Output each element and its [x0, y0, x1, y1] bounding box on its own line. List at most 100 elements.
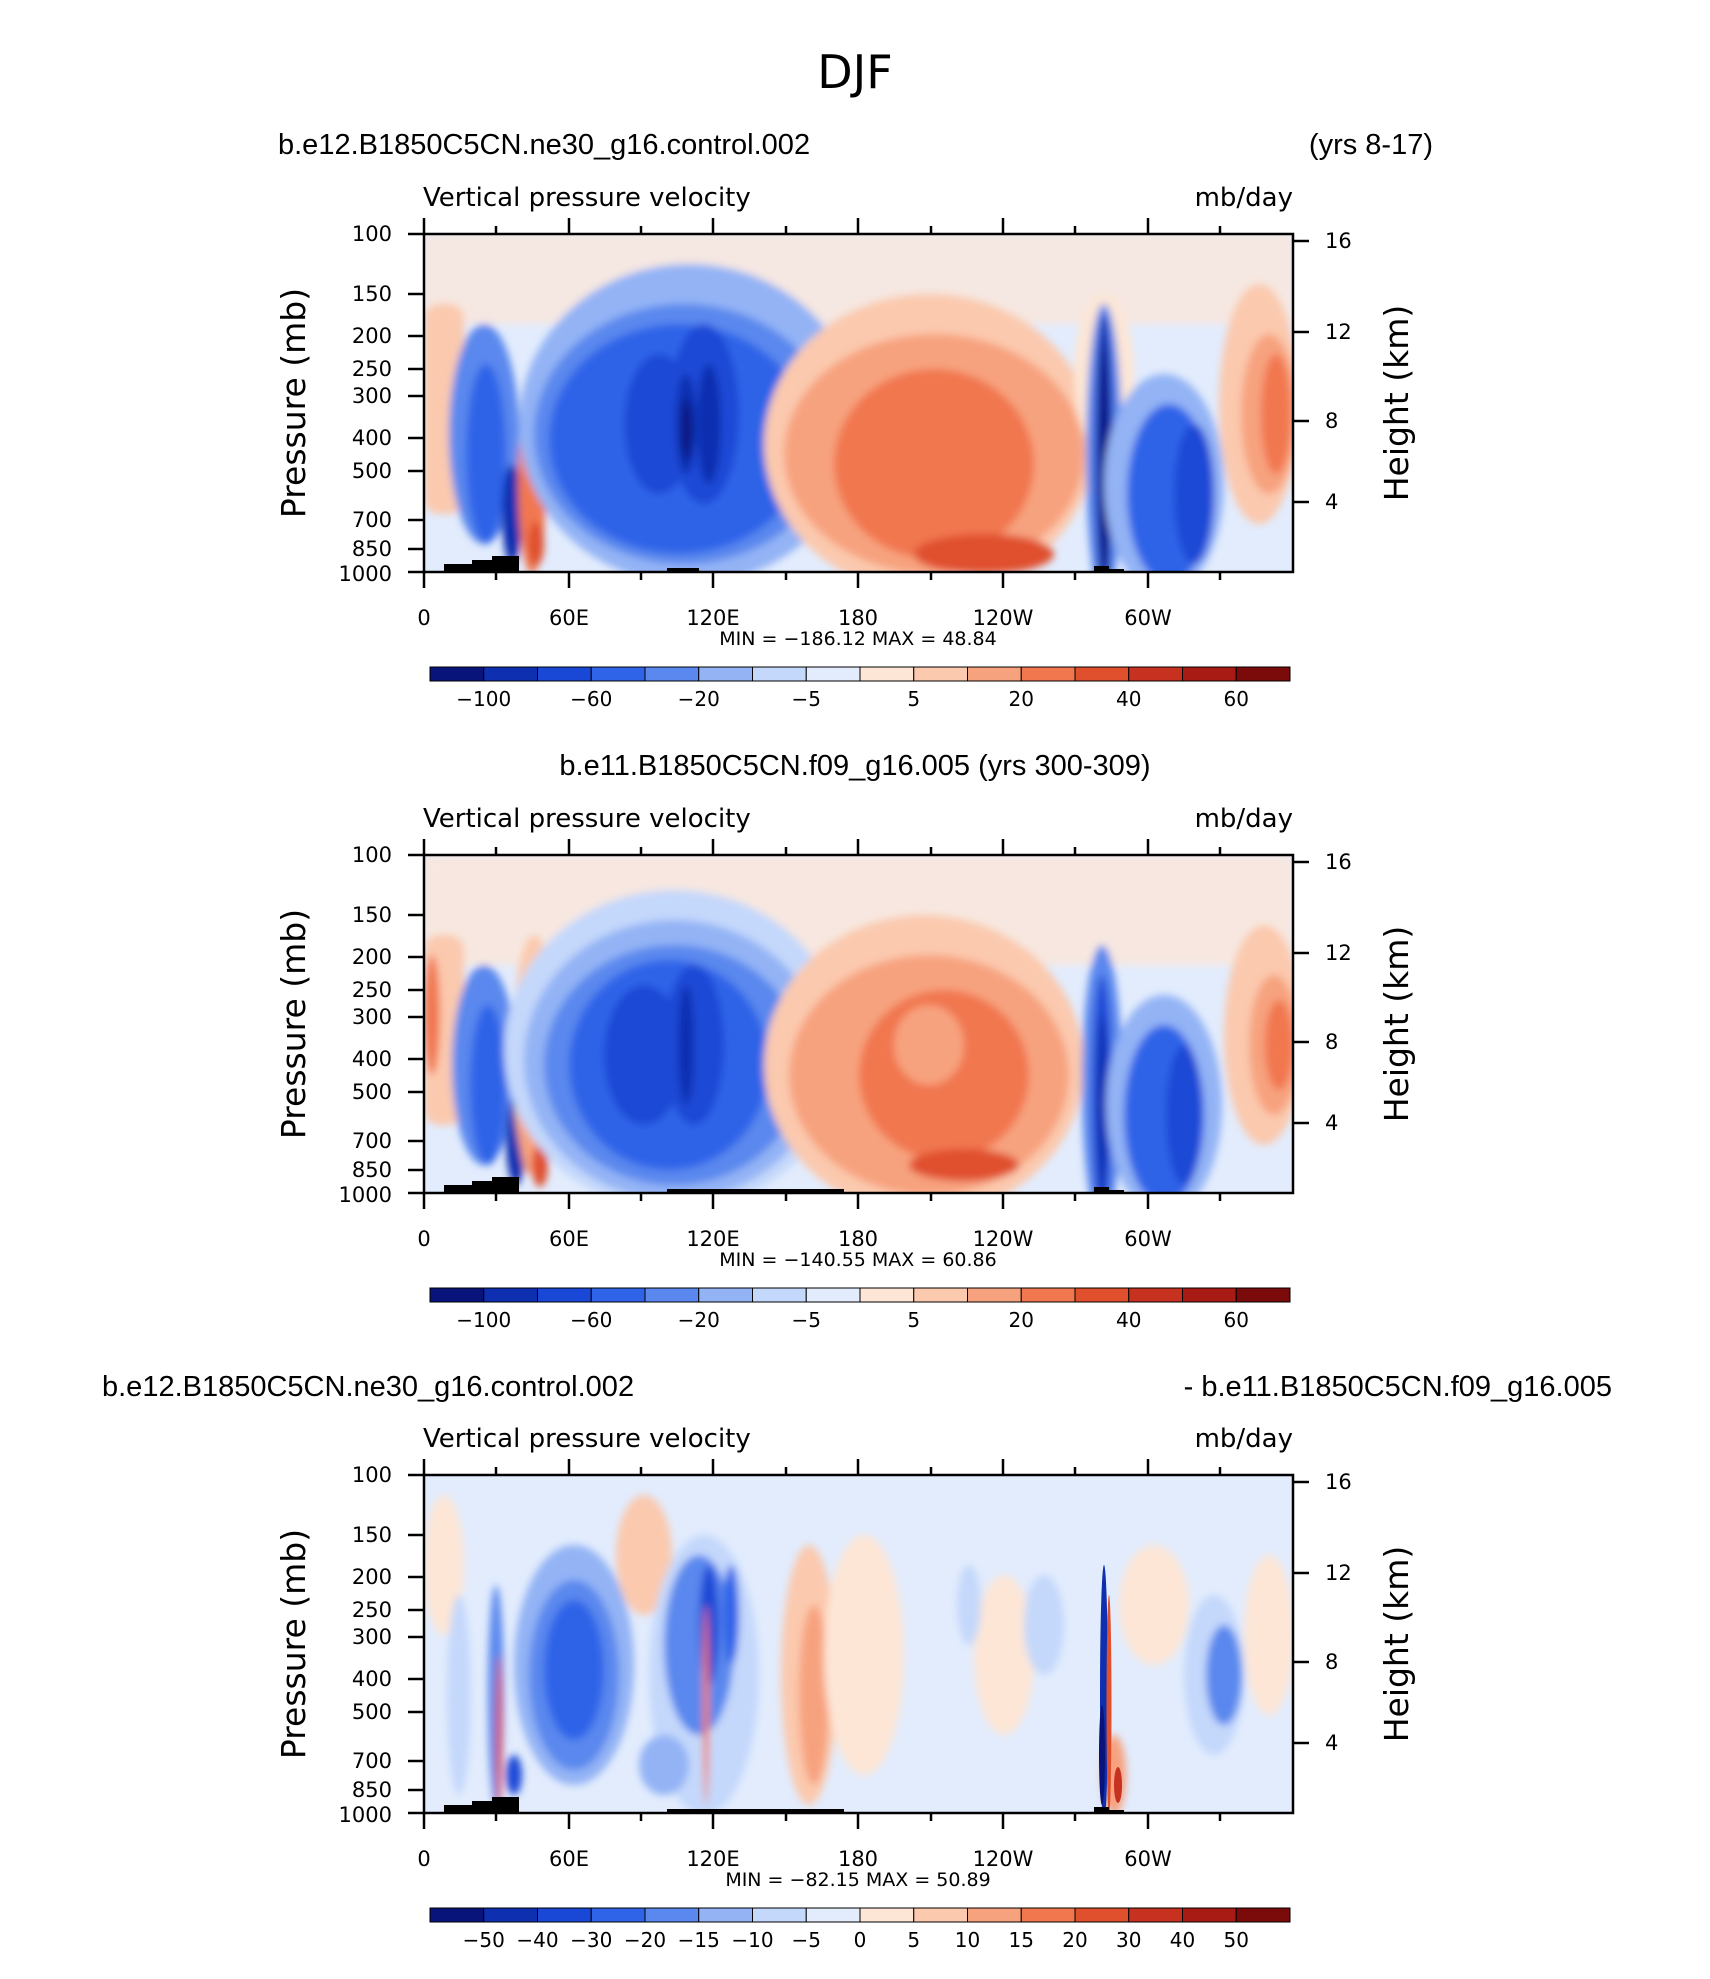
colorbar-label: 60: [1224, 1308, 1249, 1332]
colorbar-label: 40: [1116, 1308, 1141, 1332]
panel-2-contour-field: [422, 853, 1295, 1195]
colorbar-swatch: [752, 666, 807, 682]
colorbar-label: −10: [731, 1928, 773, 1952]
colorbar-swatch: [644, 1287, 700, 1303]
panel-3-ytick: 500: [352, 1700, 392, 1724]
colorbar-label: −5: [792, 1308, 821, 1332]
colorbar-swatch: [537, 666, 592, 682]
colorbar-swatch: [698, 1907, 753, 1923]
panel-1-ytick: 250: [352, 357, 392, 381]
colorbar-swatch: [644, 1907, 700, 1923]
panel-3-subtitle-right: mb/day: [1195, 1424, 1293, 1454]
panel-2-ylabel: Pressure (mb): [274, 909, 313, 1139]
colorbar-label: −60: [570, 1308, 612, 1332]
colorbar-label: 30: [1116, 1928, 1141, 1952]
panel-3-ytick-right: 4: [1325, 1731, 1338, 1755]
panel-1-ytick-right: 16: [1325, 229, 1352, 253]
panel-1-ytick: 850: [352, 537, 392, 561]
colorbar-label: 20: [1062, 1928, 1087, 1952]
panel-1-subtitle-right: mb/day: [1195, 183, 1293, 213]
panel-3-minmax: MIN = −82.15 MAX = 50.89: [725, 1869, 990, 1891]
colorbar-label: 20: [1009, 1308, 1034, 1332]
colorbar-label: 40: [1116, 687, 1141, 711]
panel-2-ytick: 100: [352, 843, 392, 867]
colorbar-swatch: [644, 666, 700, 682]
panel-1-ytick: 1000: [339, 562, 392, 586]
panel-2-ytick-right: 4: [1325, 1111, 1338, 1135]
panel-3-ytick-right: 12: [1325, 1561, 1352, 1585]
colorbar-swatch: [537, 1907, 592, 1923]
panel-3-ytick: 200: [352, 1565, 392, 1589]
panel-3-ytick: 700: [352, 1749, 392, 1773]
panel-3-colorbar: −50 −40 −30 −20 −15 −10 −5 0 5 10 15 20 30 40 50: [429, 1907, 1291, 1952]
panel-1-subtitle-left: Vertical pressure velocity: [423, 183, 751, 213]
colorbar-swatch: [1235, 1287, 1291, 1303]
panel-3-subtitle-left: Vertical pressure velocity: [423, 1424, 751, 1454]
colorbar-swatch: [590, 1907, 646, 1923]
colorbar-swatch: [967, 1287, 1022, 1303]
colorbar-swatch: [590, 1287, 646, 1303]
colorbar-label: 0: [854, 1928, 867, 1952]
panel-3-xtick: 60W: [1124, 1847, 1172, 1871]
panel-2-ytick: 200: [352, 945, 392, 969]
panel-3-ytick-right: 16: [1325, 1470, 1352, 1494]
panel-3-xtick: 0: [417, 1847, 430, 1871]
colorbar-swatch: [1074, 1287, 1130, 1303]
panel-1-title-left: b.e12.B1850C5CN.ne30_g16.control.002: [278, 129, 810, 161]
panel-3-xtick: 120E: [686, 1847, 739, 1871]
colorbar-label: −40: [516, 1928, 558, 1952]
colorbar-swatch: [805, 1907, 861, 1923]
panel-1-xtick: 60W: [1124, 606, 1172, 630]
panel-3-xtick: 60E: [549, 1847, 589, 1871]
panel-2-xtick: 180: [838, 1227, 878, 1251]
colorbar-label: −20: [678, 1308, 720, 1332]
panel-1-ylabel: Pressure (mb): [274, 288, 313, 518]
colorbar-swatch: [1128, 1287, 1183, 1303]
panel-2-subtitle-right: mb/day: [1195, 804, 1293, 834]
panel-2-ylabel-right: Height (km): [1377, 926, 1416, 1123]
panel-2-ytick: 300: [352, 1005, 392, 1029]
panel-3-title-right: - b.e11.B1850C5CN.f09_g16.005: [1184, 1371, 1612, 1403]
colorbar-swatch: [859, 666, 915, 682]
panel-3-ytick: 250: [352, 1598, 392, 1622]
panel-3-ytick: 300: [352, 1625, 392, 1649]
panel-2-ytick-right: 12: [1325, 941, 1352, 965]
colorbar-label: −5: [792, 687, 821, 711]
panel-3-ytick-right: 8: [1325, 1650, 1338, 1674]
panel-1-ytick: 100: [352, 222, 392, 246]
panel-3-ylabel-right: Height (km): [1377, 1546, 1416, 1743]
colorbar-label: 20: [1009, 687, 1034, 711]
colorbar-label: −50: [463, 1928, 505, 1952]
panel-1-xtick: 120W: [973, 606, 1034, 630]
colorbar-swatch: [483, 666, 538, 682]
colorbar-swatch: [429, 1907, 485, 1923]
colorbar-swatch: [1128, 666, 1183, 682]
panel-2-minmax: MIN = −140.55 MAX = 60.86: [719, 1249, 996, 1271]
colorbar-swatch: [1235, 666, 1291, 682]
panel-2-ytick-right: 8: [1325, 1030, 1338, 1054]
panel-1-minmax: MIN = −186.12 MAX = 48.84: [719, 628, 996, 650]
panel-3-ytick: 1000: [339, 1803, 392, 1827]
colorbar-swatch: [1235, 1907, 1291, 1923]
colorbar-label: −100: [456, 1308, 511, 1332]
colorbar-swatch: [483, 1287, 538, 1303]
colorbar-label: 5: [907, 1308, 920, 1332]
panel-2-ytick: 500: [352, 1080, 392, 1104]
colorbar-swatch: [1182, 1907, 1237, 1923]
colorbar-label: 10: [955, 1928, 980, 1952]
panel-1-colorbar: −100 −60 −20 −5 5 20 40 60: [429, 666, 1291, 711]
panel-1-ytick-right: 4: [1325, 490, 1338, 514]
colorbar-swatch: [1074, 1907, 1130, 1923]
colorbar-label: 5: [907, 1928, 920, 1952]
colorbar-swatch: [752, 1287, 807, 1303]
colorbar-swatch: [537, 1287, 592, 1303]
panel-2-xtick: 120W: [973, 1227, 1034, 1251]
panel-1-ytick: 150: [352, 282, 392, 306]
colorbar-swatch: [752, 1907, 807, 1923]
panel-2-colorbar: −100 −60 −20 −5 5 20 40 60: [429, 1287, 1291, 1332]
colorbar-swatch: [859, 1287, 915, 1303]
figure-title: DJF: [817, 45, 892, 99]
